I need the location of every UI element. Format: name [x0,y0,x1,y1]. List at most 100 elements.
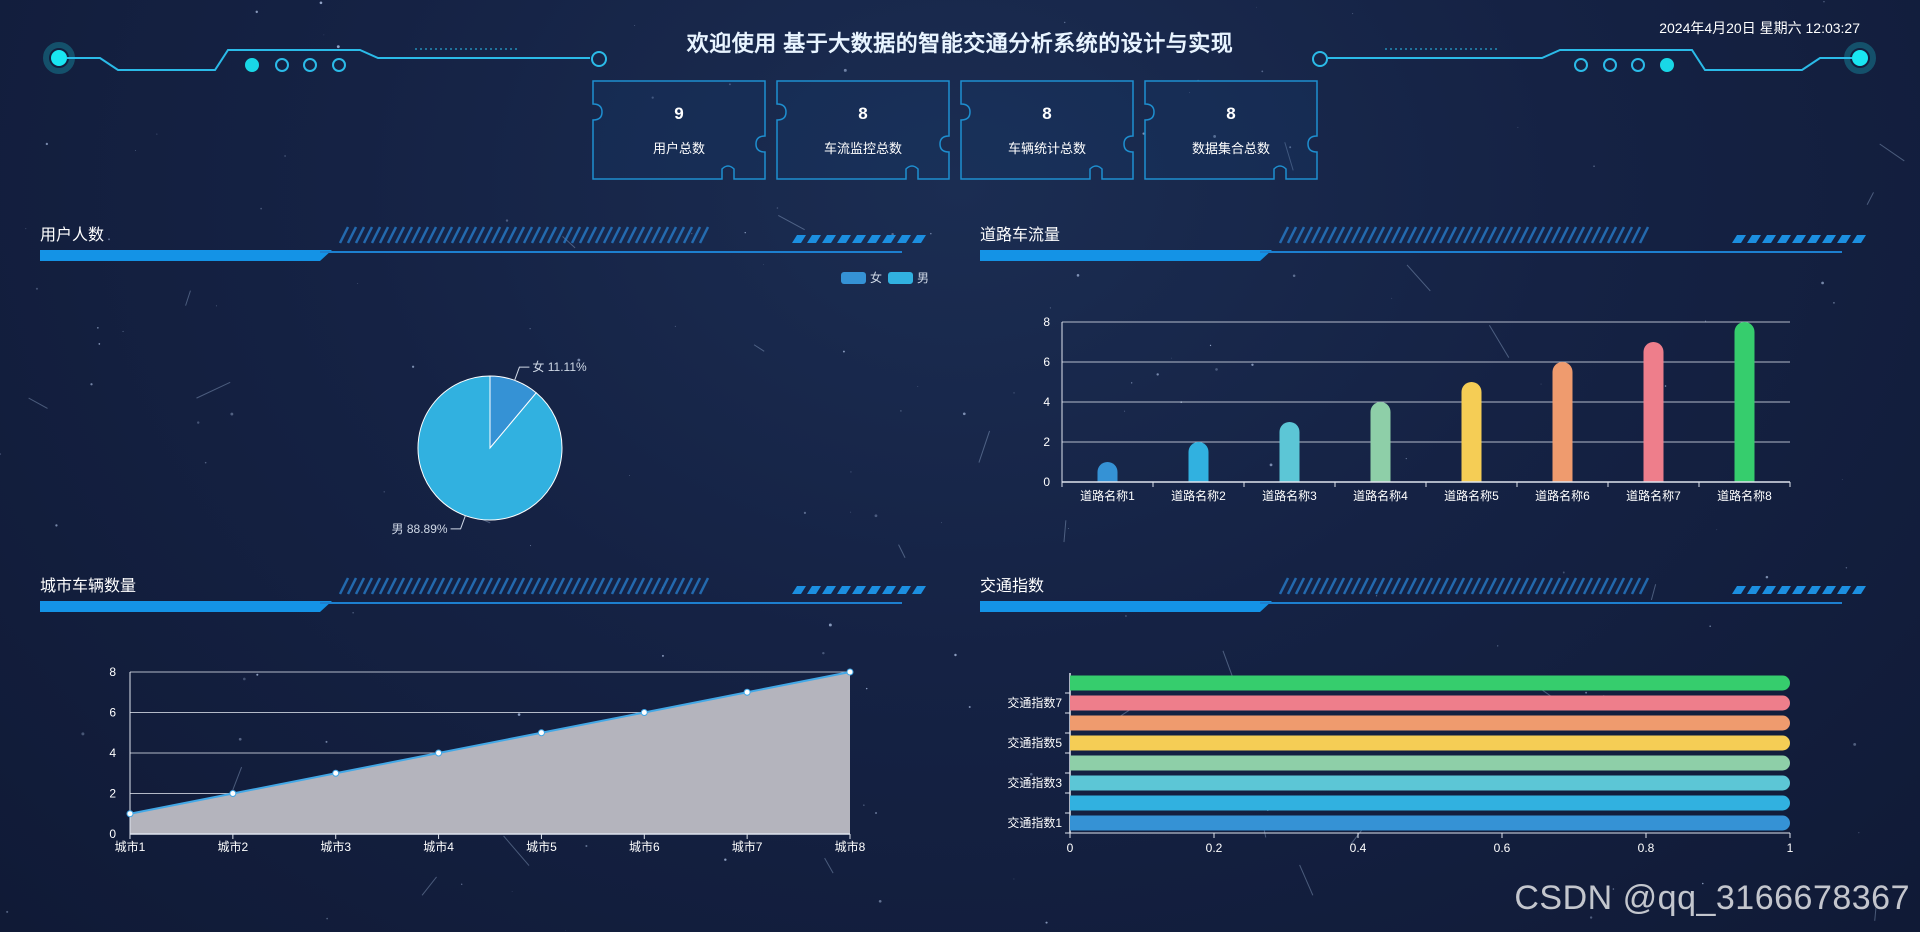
particle [1664,385,1667,387]
header-hatch [570,577,582,595]
header-hatch [1454,577,1466,595]
particle [357,283,359,284]
legend-label: 女 [870,270,882,285]
particle [1702,882,1704,885]
header-dash [837,235,851,243]
x-tick-label: 城市2 [218,839,249,854]
header-hatch [1510,577,1522,595]
header-left-circuit [43,42,607,74]
particle-line [978,430,991,463]
header-hatch [586,577,598,595]
header-hatch [362,226,374,244]
header-hatch [1302,577,1314,595]
header-hatch [434,577,446,595]
header-hatch [1526,577,1538,595]
particle [874,514,878,518]
header-dash [1837,235,1851,243]
particle [629,475,630,477]
header-hatch [1566,226,1578,244]
header-hatch [1294,226,1306,244]
particle-line [421,876,437,896]
y-tick-label: 8 [109,665,116,679]
particle [1289,146,1292,149]
header-hatch [594,577,606,595]
hbar [1070,755,1790,771]
data-point [126,810,134,818]
x-tick-label: 0.4 [1350,841,1367,855]
header-hatch [626,577,638,595]
stat-card-users: 9 用户总数 [592,80,766,180]
header-dash [912,586,926,594]
header-hatch [1278,577,1290,595]
header-hatch [538,226,550,244]
header-dash [1762,586,1776,594]
stat-label: 数据集合总数 [1191,141,1270,156]
particle [1263,142,1267,145]
header-dash [792,235,806,243]
header-hatch [1406,226,1418,244]
header-hatch [1390,577,1402,595]
particle [1142,132,1145,135]
header-hatch [1478,577,1490,595]
header-hatch [498,577,510,595]
header-hatch [698,577,710,595]
particle [1013,392,1015,394]
header-hatch [546,577,558,595]
header-hatch [1462,577,1474,595]
particle [1029,772,1033,776]
stat-card-vehicle-stats: 8 车辆统计总数 [960,80,1134,180]
header-dash [1747,235,1761,243]
particle [843,68,847,72]
particle [81,732,85,736]
particle [6,910,9,913]
bar [1188,442,1209,482]
header-hatch [690,226,702,244]
header-hatch [674,577,686,595]
particle-line [196,381,231,399]
header-hatch [1446,226,1458,244]
particle [530,545,532,547]
particle [97,327,99,329]
hbar [1070,795,1790,811]
header-dash [1837,586,1851,594]
particle [319,1,323,5]
header-hatch [378,226,390,244]
header-hatch [674,226,686,244]
users-gender-pie-chart: 女 11.11% 男 88.89% 女 男 [392,270,929,536]
header-dash [897,586,911,594]
y-tick-label: 交通指数1 [1007,815,1062,830]
header-hatch [1358,577,1370,595]
watermark: CSDN @qq_3166678367 [1514,879,1910,917]
stat-card-flow-monitor: 8 车流监控总数 [776,80,950,180]
header-dash [1732,586,1746,594]
header-hatch [402,577,414,595]
header-hatch [682,577,694,595]
header-hatch [482,577,494,595]
particle [1833,302,1835,304]
particle [1189,92,1191,94]
particle [336,45,340,49]
stat-card-frame [776,80,950,180]
header-hatch [1638,226,1650,244]
y-tick-label: 4 [1043,395,1050,409]
header-hatch [562,577,574,595]
particle-line [562,236,576,249]
header-hatch [1478,226,1490,244]
particle [1076,274,1080,277]
particle [25,228,27,230]
y-tick-label: 6 [1043,355,1050,369]
header-hatch [642,577,654,595]
particle [878,899,882,903]
header-hatch [1454,226,1466,244]
bar [1097,462,1118,482]
panel-header-deco-city-vehicles [40,577,926,612]
header-hatch [1390,226,1402,244]
header-hatch [1278,226,1290,244]
particle [215,305,217,307]
particle [1124,410,1126,412]
header-dash [1852,586,1866,594]
header-hatch [1622,226,1634,244]
particle-line [1063,520,1067,543]
header-hatch [546,226,558,244]
header-hatch [1558,226,1570,244]
